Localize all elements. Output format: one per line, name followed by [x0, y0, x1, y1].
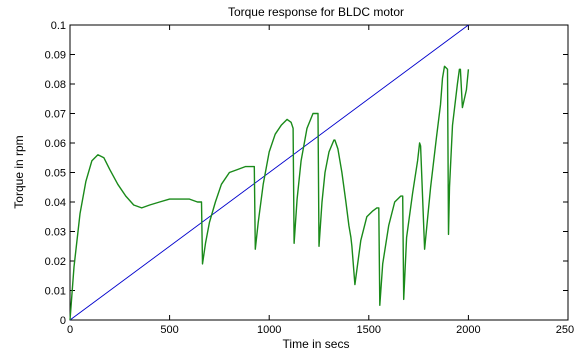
x-tick-label: 2000 — [456, 324, 480, 336]
series-line-reference — [69, 24, 469, 321]
y-tick-label: 0.05 — [45, 168, 66, 180]
x-tick-label: 0 — [67, 324, 73, 336]
x-tick-label: 1500 — [357, 324, 381, 336]
y-tick-label: 0.07 — [45, 109, 66, 121]
y-tick-label: 0.09 — [45, 50, 66, 62]
y-tick-label: 0.01 — [45, 286, 66, 298]
series-layer — [69, 24, 470, 321]
y-axis-label: Torque in rpm — [12, 135, 26, 208]
y-tick-label: 0.04 — [45, 197, 66, 209]
x-axis-label: Time in secs — [283, 337, 350, 351]
y-tick-label: 0.03 — [45, 227, 66, 239]
x-tick-label: 1000 — [257, 324, 281, 336]
y-tick-label: 0.1 — [51, 20, 66, 32]
y-tick-label: 0 — [60, 315, 66, 327]
x-tick-label: 500 — [160, 324, 178, 336]
series-line-torque — [69, 65, 470, 321]
y-tick-label: 0.02 — [45, 256, 66, 268]
y-axis-ticks: 0 0.01 0.02 0.03 0.04 0.05 0.06 0.07 0.08 0.09 0.1 — [45, 20, 568, 327]
y-tick-label: 0.06 — [45, 138, 66, 150]
chart-title: Torque response for BLDC motor — [228, 5, 404, 19]
y-tick-label: 0.08 — [45, 79, 66, 91]
